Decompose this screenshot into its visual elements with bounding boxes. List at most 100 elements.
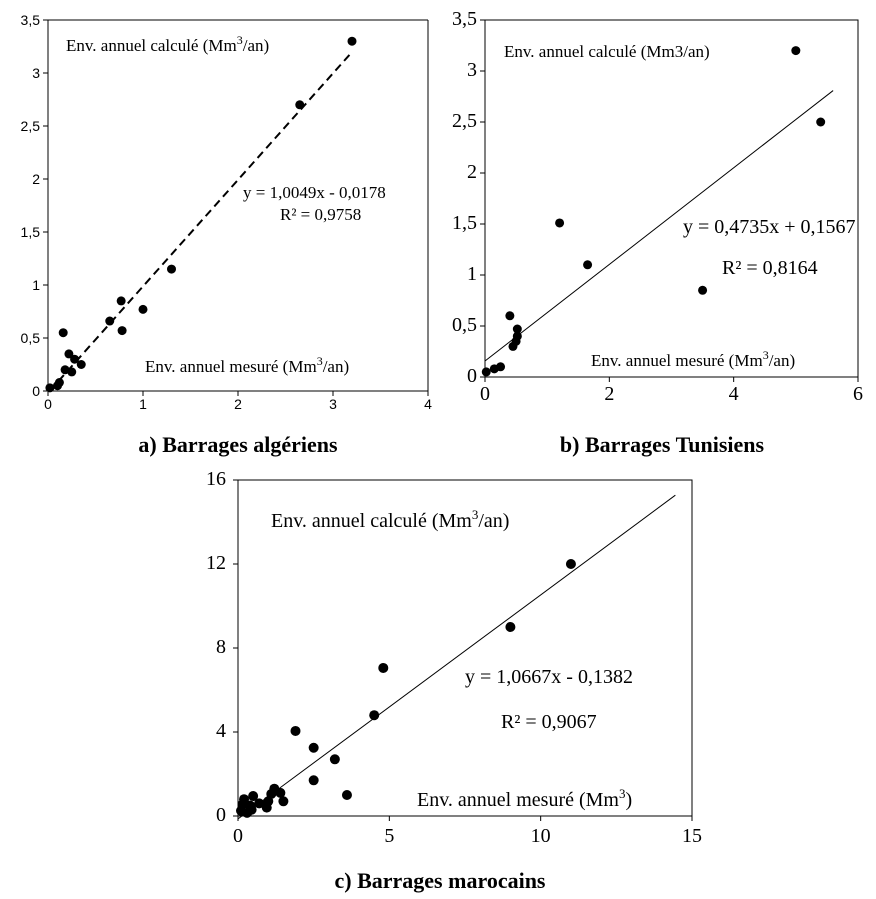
y-ticks-group: 0 0,5 1 1,5 2 2,5 3 3,5 [452,8,485,387]
y-tick-label: 1,5 [21,224,41,240]
r-squared-label: R² = 0,9758 [280,205,361,224]
data-point [295,100,305,110]
data-point [54,378,64,388]
data-point [275,787,286,798]
x-tick-label: 10 [531,825,551,847]
y-tick-label: 2,5 [452,110,477,132]
y-tick-label: 3,5 [21,12,41,28]
data-point [329,754,340,765]
data-point [555,218,565,228]
x-tick-label: 15 [682,825,702,847]
data-point [583,260,593,270]
plot-frame [484,19,859,378]
panel-caption: b) Barrages Tunisiens [560,432,765,457]
y-tick-label: 4 [216,720,226,742]
data-point [138,304,148,314]
x-tick-label: 3 [329,396,337,412]
data-point [117,326,127,336]
data-point [481,367,491,377]
x-axis-title: Env. annuel mesuré (Mm3/an) [145,354,349,376]
chart-panel-a: 0 1 2 3 4 0 0,5 1 1,5 2 2,5 3 3,5 Env. annuel calcu… [21,12,433,457]
data-point [45,383,55,393]
points-group [236,559,576,818]
y-tick-label: 16 [206,468,226,490]
panel-caption: c) Barrages marocains [335,868,546,893]
trendline-group [484,90,834,362]
x-tick-label: 0 [233,825,243,847]
y-tick-label: 0 [32,383,40,399]
r-squared-label: R² = 0,9067 [501,711,597,733]
plot-frame [237,479,693,817]
y-tick-label: 12 [206,552,226,574]
y-tick-label: 2,5 [21,118,41,134]
x-tick-label: 6 [853,383,863,405]
x-tick-label: 2 [234,396,242,412]
data-point [64,349,74,359]
data-point [505,311,515,321]
data-point [308,742,319,753]
y-tick-label: 0,5 [452,314,477,336]
data-point [290,725,301,736]
x-ticks-group: 0 5 10 15 [233,816,702,847]
y-tick-label: 0 [216,804,226,826]
data-point [278,796,289,807]
x-tick-label: 4 [424,396,432,412]
data-point [496,362,506,372]
x-ticks-group: 0 2 4 6 [480,377,863,405]
y-tick-label: 2 [32,171,40,187]
trendline [237,494,676,820]
data-point [512,331,522,341]
x-tick-label: 0 [44,396,52,412]
y-tick-label: 1,5 [452,212,477,234]
r-squared-label: R² = 0,8164 [722,257,818,279]
data-point [308,775,319,786]
data-point [76,360,86,369]
data-point [246,804,257,815]
y-tick-label: 3,5 [452,8,477,30]
data-point [347,36,357,46]
y-tick-label: 8 [216,636,226,658]
x-axis-title: Env. annuel mesuré (Mm3/an) [591,348,795,370]
data-point [248,791,259,802]
trend-equation: y = 1,0049x - 0,0178 [243,183,386,202]
data-point [369,710,380,721]
y-axis-title: Env. annuel calculé (Mm3/an) [271,507,509,532]
y-tick-label: 3 [32,65,40,81]
x-ticks-group: 0 1 2 3 4 [44,391,432,412]
y-tick-label: 0,5 [21,330,41,346]
data-point [239,794,250,805]
chart-panel-c: 0 5 10 15 0 4 8 12 16 Env. annuel calculé (Mm3/… [206,468,702,893]
data-point [58,328,68,338]
data-point [254,798,265,809]
y-ticks-group: 0 0,5 1 1,5 2 2,5 3 3,5 [21,12,48,399]
trend-equation: y = 0,4735x + 0,1567 [683,216,856,238]
data-point [67,367,77,377]
data-point [698,285,708,295]
trendline-group [237,494,676,820]
y-axis-title: Env. annuel calculé (Mm3/an) [66,33,269,55]
data-point [70,354,80,364]
x-axis-title: Env. annuel mesuré (Mm3) [417,786,632,811]
y-tick-label: 0 [467,365,477,387]
x-tick-label: 2 [604,383,614,405]
y-tick-label: 3 [467,59,477,81]
data-point [378,662,389,673]
x-tick-label: 1 [139,396,147,412]
y-ticks-group: 0 4 8 12 16 [206,468,238,826]
trend-equation: y = 1,0667x - 0,1382 [465,666,633,688]
data-point [341,790,352,800]
points-group [45,36,357,393]
data-point [791,46,801,56]
data-point [105,316,115,326]
data-point [116,296,126,306]
chart-panel-b: 0 2 4 6 0 0,5 1 1,5 2 2,5 3 3,5 Env. annuel calcul… [452,8,863,457]
trendline [484,90,834,362]
data-point [512,324,522,334]
x-tick-label: 5 [384,825,394,847]
data-point [505,622,516,632]
data-point [816,117,826,127]
x-tick-label: 4 [729,383,739,405]
y-tick-label: 1 [467,263,477,285]
panel-caption: a) Barrages algériens [138,432,338,457]
